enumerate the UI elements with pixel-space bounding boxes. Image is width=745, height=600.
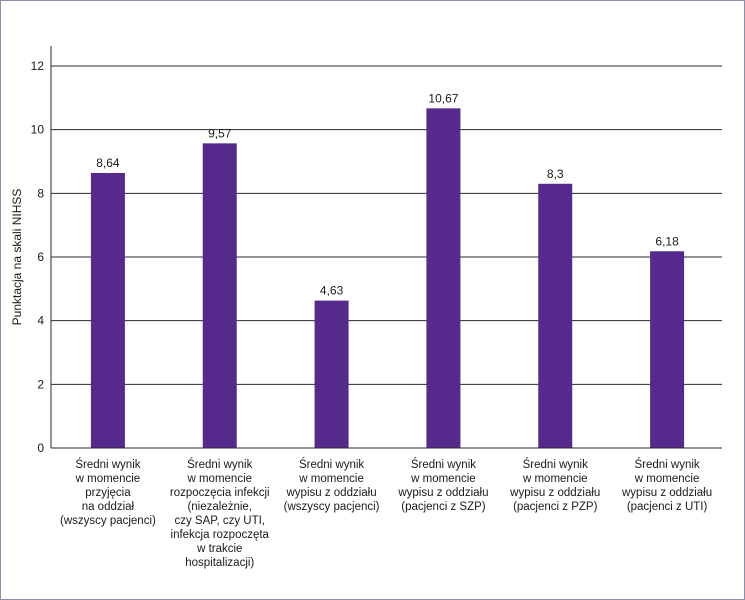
data-labels: 8,64 9,57 4,63 10,67 8,3 6,18	[96, 91, 679, 297]
y-tick-labels: 0 2 4 6 8 10 12	[31, 59, 45, 455]
y-tick-label: 0	[37, 441, 44, 455]
bar	[202, 143, 237, 449]
category-label: Średni wynik w momencie wypisu z oddziału(…	[397, 458, 488, 513]
bar	[426, 108, 461, 449]
y-tick-label: 2	[37, 377, 44, 391]
bar	[314, 300, 349, 448]
y-tick-label: 8	[37, 186, 44, 200]
data-label: 9,57	[208, 126, 232, 140]
category-label: Średni wynik w momencie wypisu z oddziału(…	[509, 458, 600, 513]
category-labels: Średni wynik w momencie przyjęcia na oddzia…	[60, 458, 712, 569]
bars	[90, 108, 685, 449]
category-label: Średni wynik w momencie wypisu z oddziału(…	[284, 458, 380, 513]
data-label: 10,67	[428, 91, 458, 105]
bar	[538, 183, 573, 449]
y-axis-label: Punktacja na skali NIHSS	[10, 189, 24, 326]
y-tick-label: 10	[31, 123, 45, 137]
bar	[650, 251, 685, 448]
category-label: Średni wynik w momencie wypisu z oddziału(…	[621, 458, 712, 513]
category-label: Średni wynik w momencie przyjęcia na oddzia…	[60, 458, 156, 527]
y-tick-label: 6	[37, 250, 44, 264]
y-tick-label: 12	[31, 59, 45, 73]
category-label: Średni wynik w momencie rozpoczęcia infekc…	[170, 458, 270, 569]
data-label: 8,64	[96, 156, 120, 170]
y-tick-label: 4	[37, 314, 44, 328]
gridlines	[51, 65, 722, 385]
data-label: 4,63	[320, 284, 344, 298]
data-label: 8,3	[547, 167, 564, 181]
data-label: 6,18	[655, 234, 679, 248]
bar	[90, 172, 125, 448]
axes	[50, 46, 722, 449]
